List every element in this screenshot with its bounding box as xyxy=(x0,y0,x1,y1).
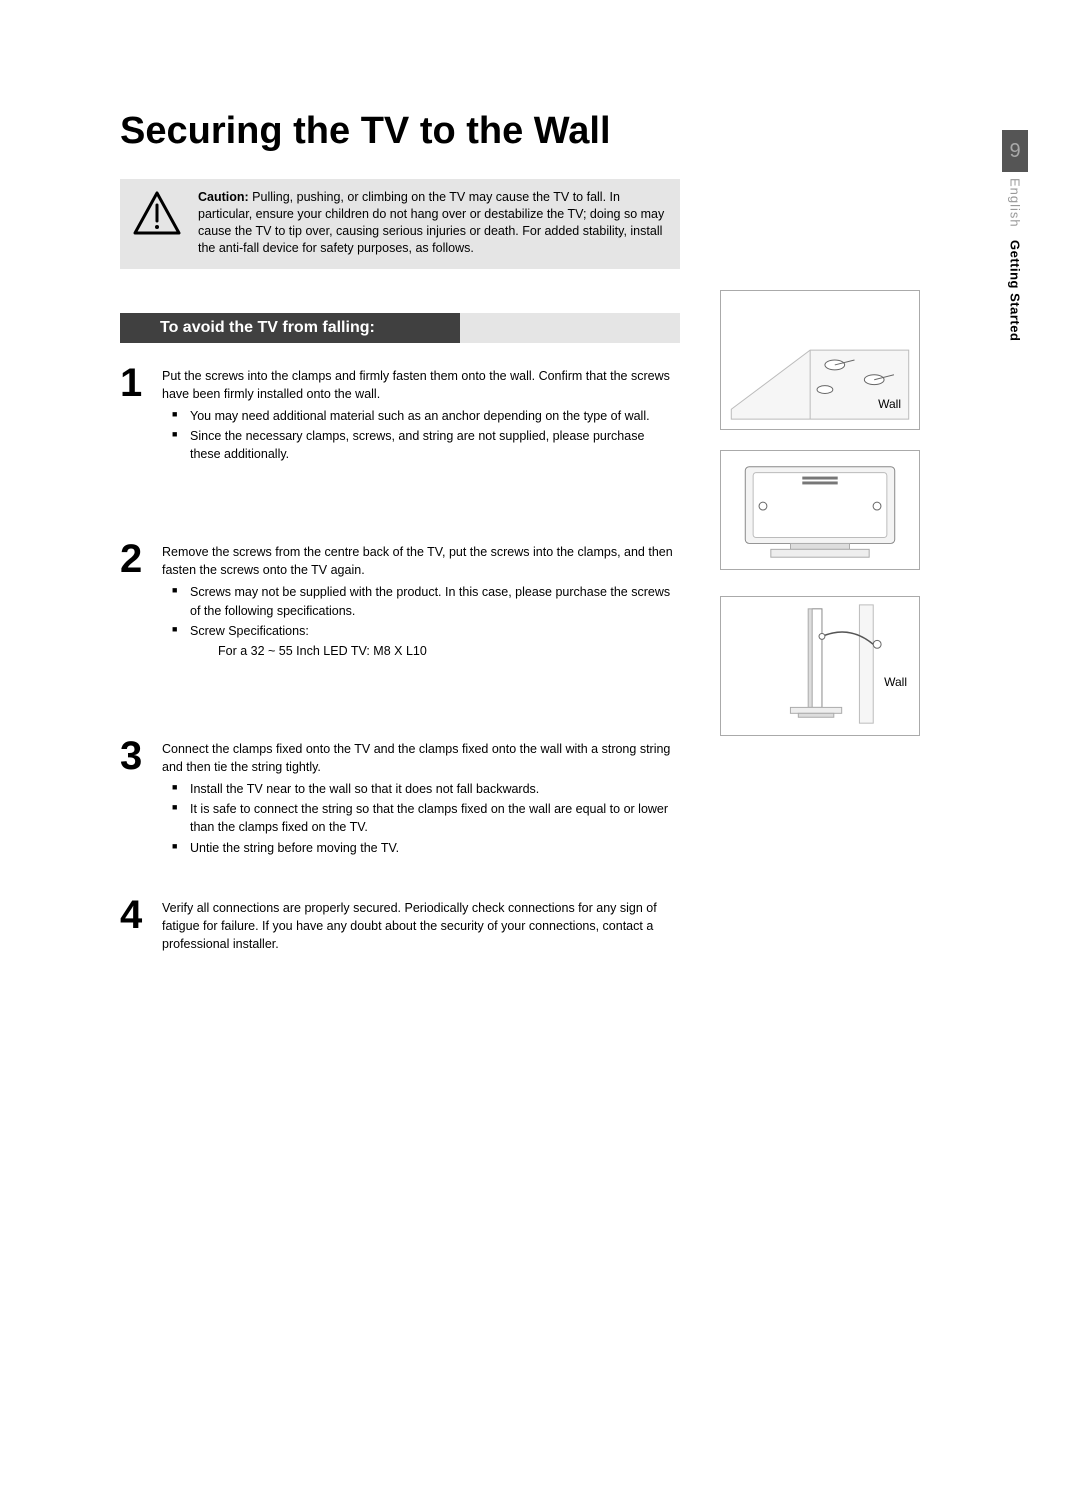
figure-3-tv-string-wall: Wall xyxy=(720,596,920,736)
caution-body: Pulling, pushing, or climbing on the TV … xyxy=(198,190,664,255)
step-body: Put the screws into the clamps and firml… xyxy=(162,367,698,464)
step-subtext: For a 32 ~ 55 Inch LED TV: M8 X L10 xyxy=(162,642,678,660)
section-heading: To avoid the TV from falling: xyxy=(120,313,460,343)
page-title: Securing the TV to the Wall xyxy=(120,110,990,153)
warning-icon xyxy=(132,189,182,239)
step-bullet: It is safe to connect the string so that… xyxy=(162,800,678,836)
figure-1-wall-clamps: Wall xyxy=(720,290,920,430)
figure-label: Wall xyxy=(878,397,901,411)
step-number: 3 xyxy=(120,736,162,776)
section-heading-bar: To avoid the TV from falling: xyxy=(120,313,680,343)
caution-label: Caution: xyxy=(198,190,249,204)
step-bullet: Since the necessary clamps, screws, and … xyxy=(162,427,678,463)
page-content: Securing the TV to the Wall Caution: Pul… xyxy=(0,0,1080,1073)
caution-box: Caution: Pulling, pushing, or climbing o… xyxy=(120,179,680,269)
step-lead: Connect the clamps fixed onto the TV and… xyxy=(162,742,670,774)
step-bullet: Screws may not be supplied with the prod… xyxy=(162,583,678,619)
step-body: Remove the screws from the centre back o… xyxy=(162,543,698,660)
step-4: 4 Verify all connections are properly se… xyxy=(120,899,990,953)
step-body: Verify all connections are properly secu… xyxy=(162,899,698,953)
step-lead: Verify all connections are properly secu… xyxy=(162,901,657,951)
section-heading-spacer xyxy=(460,313,680,343)
step-bullet: Screw Specifications: xyxy=(162,622,678,640)
step-number: 4 xyxy=(120,895,162,935)
figure-2-tv-back xyxy=(720,450,920,570)
step-number: 1 xyxy=(120,363,162,403)
step-number: 2 xyxy=(120,539,162,579)
step-3: 3 Connect the clamps fixed onto the TV a… xyxy=(120,740,990,857)
step-bullet: Untie the string before moving the TV. xyxy=(162,839,678,857)
step-body: Connect the clamps fixed onto the TV and… xyxy=(162,740,698,857)
step-lead: Remove the screws from the centre back o… xyxy=(162,545,673,577)
caution-text: Caution: Pulling, pushing, or climbing o… xyxy=(198,189,668,257)
step-lead: Put the screws into the clamps and firml… xyxy=(162,369,670,401)
step-bullet: You may need additional material such as… xyxy=(162,407,678,425)
step-bullet: Install the TV near to the wall so that … xyxy=(162,780,678,798)
figure-label: Wall xyxy=(884,675,907,689)
